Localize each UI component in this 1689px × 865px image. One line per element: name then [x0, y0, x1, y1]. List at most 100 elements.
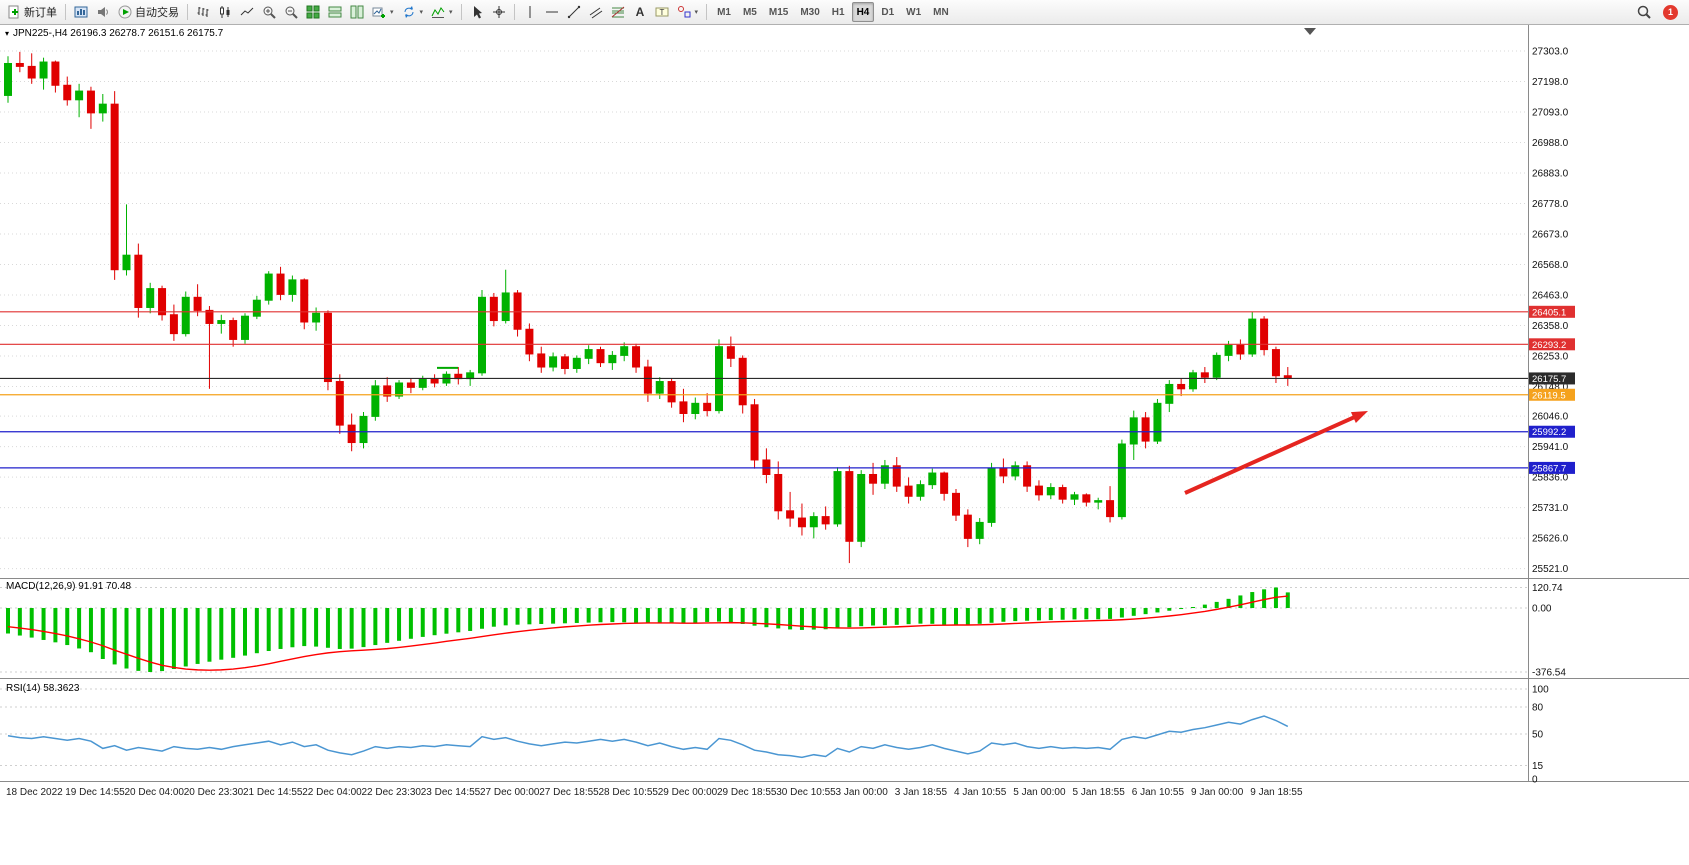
macd-bar: [562, 608, 567, 624]
chart-shift-marker[interactable]: [1304, 28, 1316, 35]
arrange-vertical-button[interactable]: [347, 2, 367, 22]
crosshair-button[interactable]: [489, 2, 509, 22]
macd-bar: [503, 608, 508, 626]
time-axis[interactable]: 18 Dec 2022 19 Dec 14:55 20 Dec 04:00 20 De…: [6, 787, 1303, 798]
macd-bar: [112, 608, 117, 665]
dropdown-caret-icon[interactable]: ▾: [390, 9, 394, 16]
macd-bar: [361, 608, 366, 648]
candle-down: [560, 356, 569, 369]
rsi-panel: [7, 715, 1289, 759]
macd-bar: [539, 608, 544, 624]
dropdown-caret-icon[interactable]: ▾: [419, 9, 424, 16]
macd-bar: [882, 608, 887, 626]
macd-tick-label: -376.54: [1532, 668, 1566, 679]
time-tick-label: 9 Jan 00:00: [1191, 787, 1244, 798]
macd-bar: [266, 608, 271, 652]
macd-bar: [124, 608, 129, 669]
macd-bar: [622, 608, 627, 623]
resistance-line-2-badge-text: 26293.2: [1532, 340, 1566, 351]
annotations: [437, 28, 1368, 495]
charts-list-button[interactable]: [71, 2, 91, 22]
macd-bar: [373, 608, 378, 646]
candle-up: [1129, 417, 1138, 445]
tile-windows-button[interactable]: [303, 2, 323, 22]
candle-up: [1248, 318, 1257, 355]
indicators-button[interactable]: ▾: [428, 2, 456, 22]
candle-down: [347, 424, 356, 444]
autotrading-label: 自动交易: [135, 7, 179, 19]
time-tick-label: 23 Dec 14:55: [421, 787, 481, 798]
timeframe-D1-button[interactable]: D1: [881, 6, 895, 18]
candle-down: [15, 62, 24, 67]
autotrading-button[interactable]: 自动交易: [115, 2, 182, 22]
toolbar-separator: [513, 4, 515, 20]
trend-arrow-head[interactable]: [1350, 411, 1368, 424]
candle-up: [288, 279, 297, 295]
candle-down: [821, 516, 830, 525]
resistance-line-2-badge: [1529, 338, 1575, 351]
macd-tick-label: 0.00: [1532, 604, 1552, 615]
trendline-button[interactable]: [564, 2, 584, 22]
candle-up: [466, 372, 475, 380]
dropdown-caret-icon[interactable]: ▾: [694, 9, 699, 16]
channel-button[interactable]: [586, 2, 606, 22]
arrows-button[interactable]: ▾: [674, 2, 702, 22]
timeframe-M5-button[interactable]: M5: [742, 6, 757, 18]
macd-bar: [527, 608, 532, 625]
level-line-orange-badge: [1529, 388, 1575, 401]
price-level-badges: 26405.1 26293.2 26175.7 26119.5 25992.2 25867…: [1529, 305, 1575, 474]
candle-chart-type-button[interactable]: [215, 2, 235, 22]
price-tick-label: 25626.0: [1532, 534, 1569, 545]
toolbar-separator: [187, 4, 188, 20]
candle-down: [963, 514, 972, 539]
line-icon: [240, 7, 254, 16]
trend-arrow-line[interactable]: [1184, 414, 1358, 495]
candle-down: [1271, 349, 1280, 377]
horizontal-line-button[interactable]: [542, 2, 562, 22]
arrange-horizontal-button[interactable]: [325, 2, 345, 22]
profiles-button[interactable]: ▾: [399, 2, 427, 22]
macd-bar: [657, 608, 662, 624]
line-chart-type-button[interactable]: [237, 2, 257, 22]
candle-up: [39, 61, 48, 79]
new-order-button[interactable]: 新订单: [4, 2, 60, 22]
chart-canvas[interactable]: 27303.0 27198.0 27093.0 26988.0 26883.0 26778…: [0, 25, 1689, 865]
cursor-button[interactable]: [467, 2, 487, 22]
svg-text:T: T: [659, 8, 664, 17]
timeframe-W1-button[interactable]: W1: [906, 6, 922, 18]
chart-menu-icon[interactable]: ▾: [5, 29, 10, 38]
zoom-out-button[interactable]: [281, 2, 301, 22]
timeframe-M1-button[interactable]: M1: [717, 6, 731, 18]
zoom-in-button[interactable]: [259, 2, 279, 22]
macd-bar: [1262, 589, 1267, 609]
macd-bar: [325, 608, 330, 648]
rsi-indicator-label: RSI(14) 58.3623: [6, 683, 80, 694]
candle-down: [869, 473, 878, 484]
price-tick-label: 27093.0: [1532, 107, 1569, 118]
alerts-button[interactable]: [93, 2, 113, 22]
notification-badge[interactable]: 1: [1663, 4, 1678, 20]
macd-tick-label: 120.74: [1532, 583, 1563, 594]
text-label-button[interactable]: T: [652, 2, 672, 22]
timeframe-M30-button[interactable]: M30: [800, 6, 820, 18]
vertical-line-button[interactable]: [520, 2, 540, 22]
panel-borders: [0, 25, 1689, 782]
timeframe-MN-button[interactable]: MN: [933, 6, 949, 18]
timeframe-M15-button[interactable]: M15: [768, 6, 789, 18]
new-chart-button[interactable]: ▾: [369, 2, 397, 22]
price-tick-label: 26463.0: [1532, 290, 1569, 301]
text-button[interactable]: A: [630, 2, 650, 22]
search-button[interactable]: [1634, 2, 1654, 22]
price-axis[interactable]: 27303.0 27198.0 27093.0 26988.0 26883.0 26778…: [1532, 47, 1569, 786]
timeframe-H4-button[interactable]: H4: [851, 2, 875, 22]
macd-bar: [752, 608, 757, 626]
timeframe-H1-button[interactable]: H1: [831, 6, 845, 18]
candle-down: [797, 517, 806, 528]
time-tick-label: 21 Dec 14:55: [243, 787, 303, 798]
bar-chart-type-button[interactable]: [193, 2, 213, 22]
fibonacci-button[interactable]: [608, 2, 628, 22]
support-line-1-badge: [1529, 425, 1575, 438]
shapes-icon: [677, 6, 691, 18]
macd-bar: [1191, 606, 1195, 609]
dropdown-caret-icon[interactable]: ▾: [449, 9, 453, 16]
